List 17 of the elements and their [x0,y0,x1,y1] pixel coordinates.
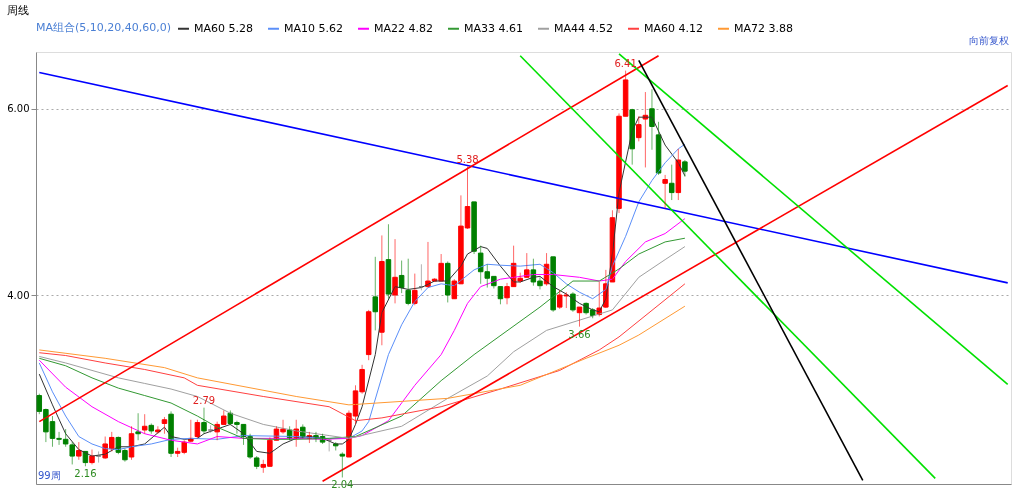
legend-label: MA72 3.88 [734,21,794,35]
legend-label: MA10 5.62 [284,21,344,35]
annotation: 2.16 [74,468,97,480]
legend-label: MA33 4.61 [464,21,524,35]
annotation: 2.04 [331,479,354,491]
legend-label: MA44 4.52 [554,21,614,35]
legend-label: MA60 5.28 [194,21,254,35]
legend-title: MA组合(5,10,20,40,60,0) [36,21,172,34]
legend-label: MA22 4.82 [374,21,434,35]
y-tick-label: 4.00 [7,289,30,301]
chart-title: 周线 [6,4,29,17]
annotation: 2.79 [192,394,216,406]
annotation: 99周 [38,470,61,481]
text: 向前复权 [969,35,1009,46]
annotation: 5.38 [456,153,479,165]
y-tick-label: 6.00 [7,103,30,115]
legend-label: MA60 4.12 [644,21,704,35]
